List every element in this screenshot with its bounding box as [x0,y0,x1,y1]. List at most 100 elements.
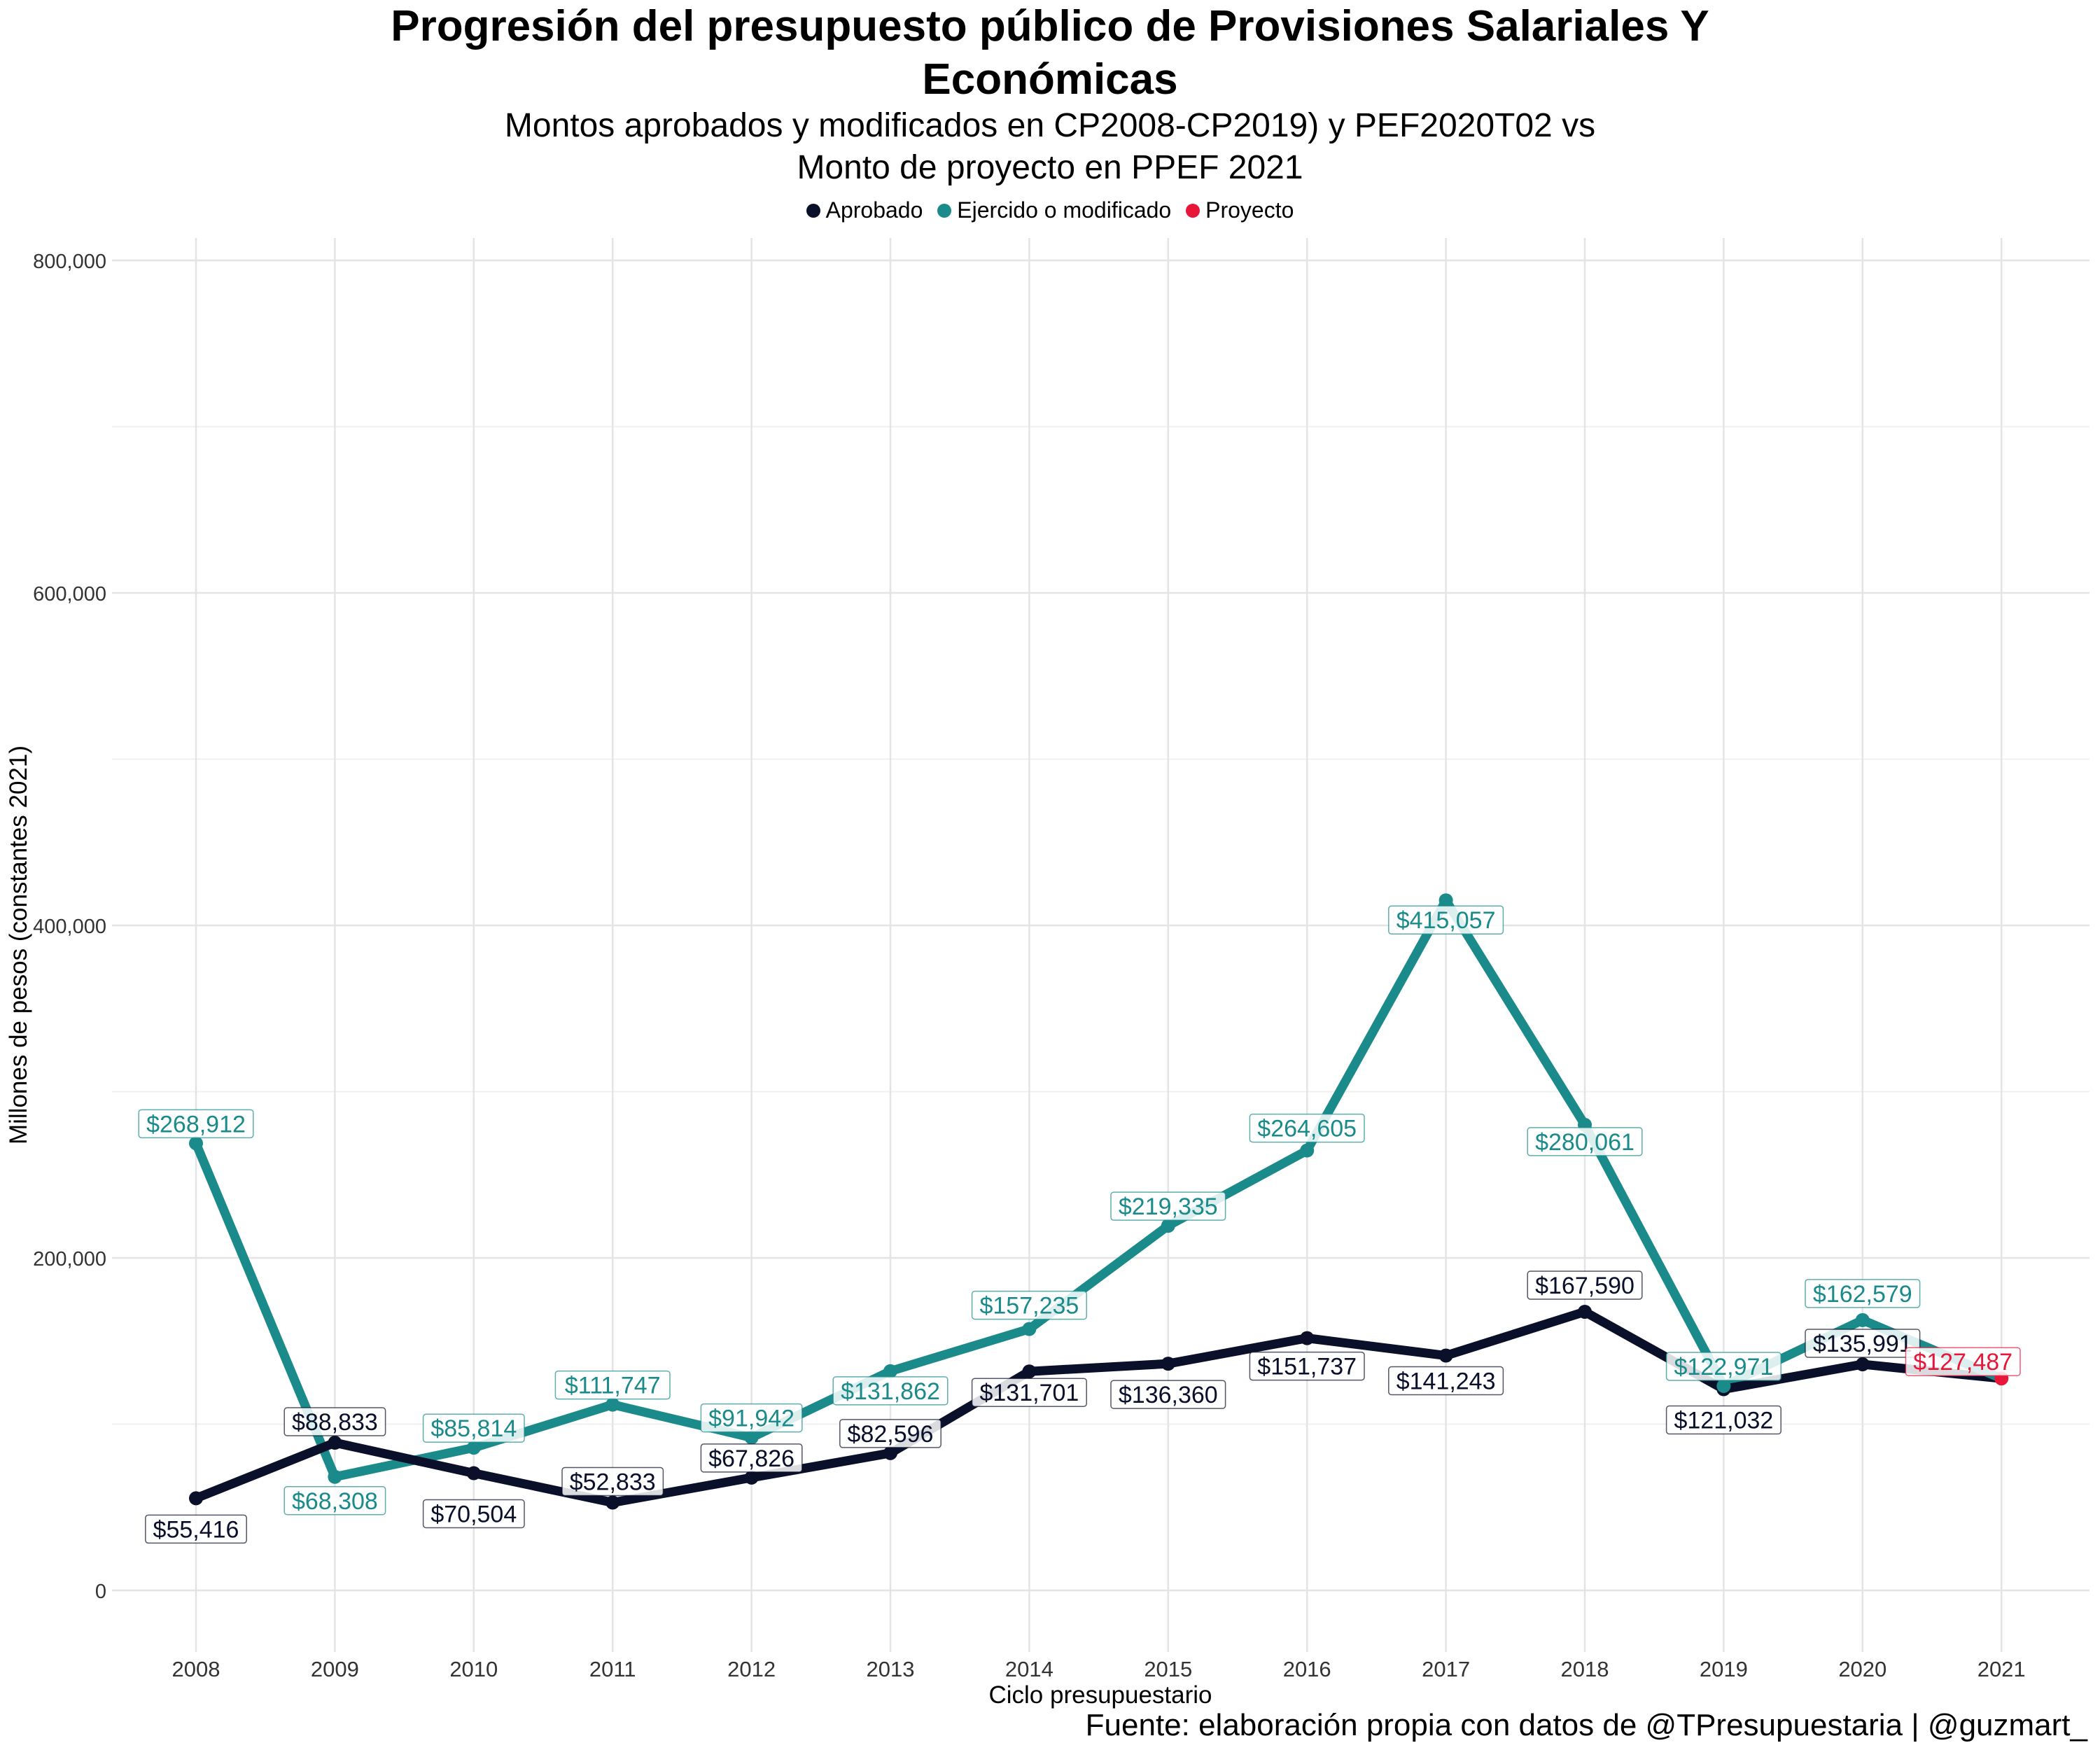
data-point [883,1446,897,1460]
data-label: $131,862 [841,1378,940,1405]
data-label-box [145,1514,247,1544]
y-tick-label: 200,000 [33,1248,106,1270]
data-label-box [1805,1329,1921,1358]
data-label: $88,833 [292,1409,378,1436]
legend-swatch-ejercido [937,203,952,218]
data-label: $219,335 [1119,1194,1218,1220]
y-tick-label: 0 [95,1581,106,1603]
data-point [606,1397,620,1412]
data-point [466,1466,481,1480]
source-note: Fuente: elaboración propia con datos de … [1085,1708,2087,1742]
legend-item-ejercido: Ejercido o modificado [937,196,1171,224]
data-label-box [554,1370,671,1400]
data-label-box [1905,1347,2021,1376]
data-point [1300,1143,1315,1158]
x-tick-label: 2015 [1144,1657,1192,1681]
data-point [189,1491,203,1506]
data-label: $67,826 [708,1446,794,1472]
data-point [1438,1348,1453,1363]
data-point [1022,1322,1037,1336]
data-label-box [1249,1113,1365,1143]
data-point [1161,1357,1175,1371]
x-tick-label: 2020 [1838,1657,1886,1681]
data-label: $151,737 [1257,1354,1357,1380]
data-label: $127,487 [1913,1349,2012,1376]
x-tick-label: 2008 [172,1657,220,1681]
data-label-box [971,1378,1087,1407]
x-tick-label: 2009 [311,1657,359,1681]
y-tick-label: 600,000 [33,583,106,606]
legend-item-aprobado: Aprobado [806,196,923,224]
x-tick-label: 2017 [1422,1657,1470,1681]
data-label: $157,235 [979,1293,1079,1320]
data-point [1855,1357,1870,1372]
data-label: $82,596 [848,1421,934,1448]
data-label: $141,243 [1396,1368,1496,1395]
data-label-box [1527,1127,1643,1156]
data-label: $122,971 [1674,1354,1773,1380]
data-label: $91,942 [708,1406,794,1432]
data-label: $68,308 [292,1488,378,1515]
x-axis-title: Ciclo presupuestario [988,1681,1212,1709]
data-label-box [1665,1352,1782,1381]
data-label: $162,579 [1813,1281,1912,1308]
data-point [328,1469,342,1484]
data-label: $268,912 [146,1111,246,1138]
data-label-box [138,1109,254,1139]
data-label: $415,057 [1396,907,1496,934]
data-point [1022,1364,1037,1379]
data-point [606,1495,620,1510]
data-label-box [1110,1380,1226,1409]
data-label-box [700,1403,803,1433]
data-point [1578,1304,1592,1319]
x-tick-label: 2019 [1700,1657,1748,1681]
chart-subtitle-line2: Monto de proyecto en PPEF 2021 [797,149,1303,186]
data-label-box [284,1407,386,1436]
data-label-box [1665,1405,1782,1435]
y-axis-title: Millones de pesos (constantes 2021) [5,746,32,1144]
data-label-box [1249,1351,1365,1381]
legend-label-proyecto: Proyecto [1205,197,1294,223]
legend-label-aprobado: Aprobado [825,197,923,223]
chart-title-line1: Progresión del presupuesto público de Pr… [391,2,1709,50]
y-tick-label: 400,000 [33,916,106,938]
data-label: $70,504 [430,1502,517,1528]
data-point [1855,1312,1870,1327]
data-point [883,1364,897,1378]
data-label: $136,360 [1119,1382,1218,1408]
data-label-box [1527,1270,1643,1300]
data-label-box [1388,905,1504,934]
legend-swatch-aprobado [806,203,820,218]
x-tick-label: 2018 [1561,1657,1609,1681]
data-label: $167,590 [1535,1273,1634,1299]
chart-title: Progresión del presupuesto público de Pr… [0,0,2100,106]
data-point [1300,1331,1315,1345]
x-tick-label: 2012 [727,1657,776,1681]
data-label-box [422,1499,525,1529]
legend-swatch-proyecto [1186,203,1200,218]
x-tick-label: 2011 [589,1657,636,1681]
legend-label-ejercido: Ejercido o modificado [957,197,1172,223]
chart-title-line2: Económicas [922,55,1178,104]
y-tick-label: 800,000 [33,251,106,273]
data-label-box [1805,1279,1921,1308]
data-label-box [1388,1366,1504,1396]
x-tick-label: 2010 [449,1657,498,1681]
data-label: $131,701 [979,1380,1079,1406]
data-label: $280,061 [1535,1129,1634,1156]
data-label: $55,416 [153,1516,239,1543]
x-tick-label: 2013 [867,1657,915,1681]
data-label-box [284,1486,386,1516]
data-label-box [1110,1191,1226,1221]
data-label: $121,032 [1674,1408,1773,1434]
data-label: $85,814 [430,1415,517,1442]
chart-subtitle-line1: Montos aprobados y modificados en CP2008… [504,107,1596,144]
data-label-box [971,1290,1087,1320]
data-label: $135,991 [1813,1331,1912,1357]
x-tick-label: 2014 [1005,1657,1054,1681]
data-point [1438,893,1453,908]
x-tick-label: 2016 [1283,1657,1331,1681]
data-label-box [839,1419,941,1448]
data-point [1716,1378,1731,1393]
